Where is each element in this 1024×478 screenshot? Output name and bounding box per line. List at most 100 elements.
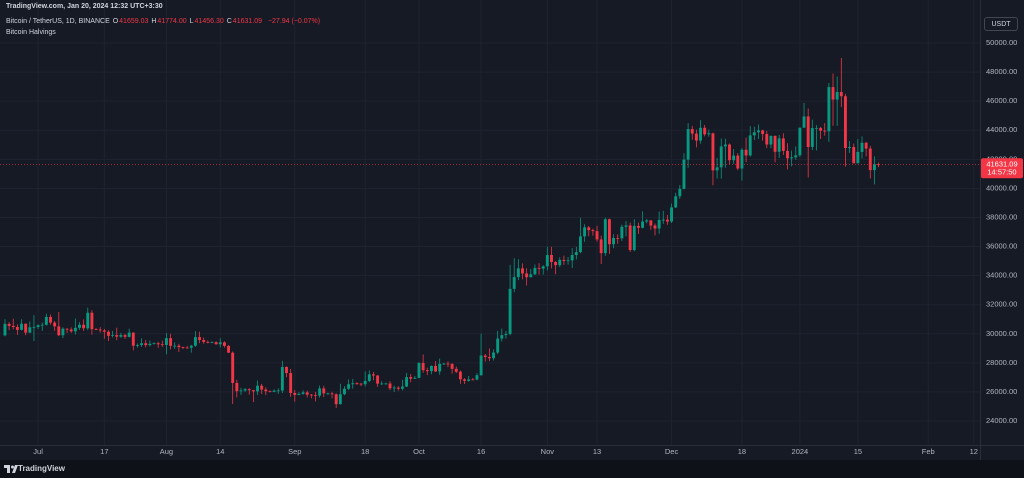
- candle-body: [769, 135, 773, 145]
- candle-body: [367, 374, 371, 381]
- logo: [4, 465, 18, 473]
- y-tick-label: 40000.00: [986, 183, 1017, 192]
- candle-body: [330, 393, 334, 395]
- candle-body: [624, 225, 628, 227]
- candle-body: [193, 337, 197, 346]
- candle-body: [715, 167, 719, 171]
- candle-body: [235, 382, 239, 392]
- candle-body: [815, 127, 818, 129]
- candle-body: [657, 219, 661, 229]
- ohlc-value: 41456.30: [194, 18, 224, 25]
- candle-body: [206, 341, 210, 343]
- candle-body: [583, 227, 587, 237]
- candle-body: [372, 374, 375, 376]
- candle-body: [504, 333, 508, 336]
- candle-body: [417, 363, 421, 378]
- x-tick-label: 17: [100, 447, 108, 456]
- candle-body: [628, 225, 632, 251]
- candle-body: [475, 375, 479, 380]
- candles: [3, 58, 881, 408]
- candle-body: [20, 323, 23, 330]
- candle-body: [500, 335, 504, 339]
- candle-body: [44, 316, 48, 325]
- x-tick-label: 18: [361, 447, 369, 456]
- y-tick-label: 44000.00: [986, 125, 1017, 134]
- candle-body: [649, 220, 653, 226]
- candle-body: [823, 130, 827, 132]
- candle-body: [616, 237, 620, 239]
- change: −27.94 (−0.07%): [267, 18, 321, 25]
- candle-body: [599, 239, 603, 254]
- candle-body: [566, 260, 570, 262]
- candle-body: [111, 335, 115, 336]
- y-tick-label: 26000.00: [986, 387, 1017, 396]
- candle-body: [347, 384, 351, 389]
- x-tick-label: Jul: [33, 447, 43, 456]
- candle-body: [868, 148, 872, 171]
- candle-body: [181, 347, 185, 348]
- candle-body: [53, 322, 57, 327]
- candle-body: [36, 325, 40, 327]
- candle-body: [65, 328, 69, 330]
- candle-body: [806, 116, 810, 147]
- candle-body: [852, 146, 856, 164]
- candle-body: [119, 335, 123, 337]
- candle-body: [189, 345, 193, 348]
- candle-body: [558, 259, 562, 266]
- candle-body: [131, 332, 135, 346]
- ohlc-value: 41774.00: [157, 18, 187, 25]
- candle-body: [301, 392, 305, 394]
- candle-body: [492, 352, 495, 359]
- symbol: Bitcoin / TetherUS, 1D, BINANCE: [6, 18, 110, 25]
- candle-body: [773, 135, 777, 152]
- x-tick-label: 12: [970, 447, 978, 456]
- candle-body: [744, 149, 748, 156]
- currency-button[interactable]: USDT: [984, 17, 1018, 31]
- candle-body: [32, 326, 36, 328]
- candle-body: [545, 254, 549, 267]
- candle-body: [156, 343, 160, 345]
- candle-body: [521, 268, 524, 274]
- candle-body: [686, 129, 690, 160]
- candle-body: [218, 342, 222, 345]
- candle-body: [3, 323, 7, 336]
- candle-body: [61, 328, 65, 336]
- candle-body: [794, 155, 798, 158]
- y-tick-label: 32000.00: [986, 300, 1017, 309]
- candle-body: [355, 383, 359, 385]
- candle-body: [570, 254, 574, 261]
- candle-body: [363, 380, 367, 385]
- candle-body: [790, 157, 794, 159]
- x-tick-label: 15: [854, 447, 862, 456]
- candle-body: [612, 237, 616, 245]
- candle-body: [719, 146, 723, 168]
- candle-body: [674, 196, 678, 208]
- candle-body: [425, 370, 429, 372]
- candle-body: [467, 379, 471, 381]
- candle-body: [322, 388, 326, 394]
- candle-body: [24, 323, 28, 333]
- candle-body: [446, 363, 450, 365]
- countdown: 14:57:50: [987, 168, 1016, 177]
- candle-body: [454, 368, 458, 372]
- candle-body: [276, 390, 280, 392]
- candle-body: [405, 377, 409, 387]
- candle-body: [185, 347, 189, 349]
- x-tick-label: 2024: [792, 447, 809, 456]
- candle-body: [670, 207, 673, 222]
- candle-body: [222, 342, 226, 346]
- candle-body: [214, 342, 218, 345]
- candle-body: [351, 383, 355, 385]
- candle-body: [90, 312, 94, 330]
- candle-body: [463, 379, 466, 381]
- candle-body: [421, 363, 425, 371]
- candle-body: [251, 390, 255, 392]
- candle-body: [661, 219, 665, 221]
- ohlc-label: L: [189, 18, 194, 25]
- candle-body: [115, 335, 119, 337]
- candle-body: [512, 277, 516, 289]
- candle-body: [388, 383, 392, 389]
- x-tick-label: Aug: [160, 447, 173, 456]
- candle-body: [343, 388, 346, 395]
